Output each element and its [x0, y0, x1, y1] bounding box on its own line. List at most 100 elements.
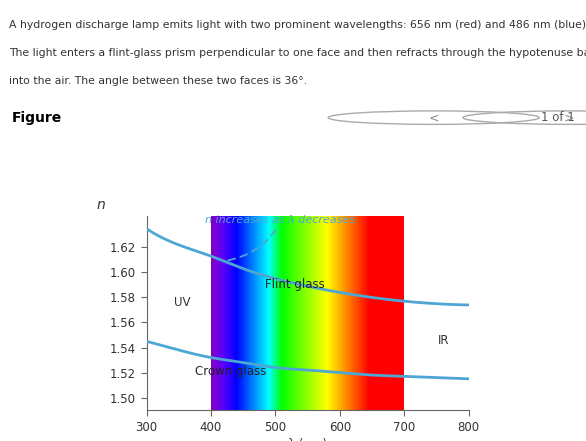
Bar [339, 216, 340, 410]
Bar [305, 216, 306, 410]
Bar [283, 216, 284, 410]
Text: into the air. The angle between these two faces is 36°.: into the air. The angle between these tw… [9, 76, 307, 86]
Bar [372, 216, 373, 410]
Bar [337, 216, 338, 410]
Text: IR: IR [438, 333, 449, 347]
Bar [392, 216, 393, 410]
Bar [299, 216, 300, 410]
Bar [216, 216, 217, 410]
Bar [297, 216, 298, 410]
Text: >: > [563, 111, 574, 124]
Bar [253, 216, 254, 410]
Bar [243, 216, 244, 410]
Bar [220, 216, 221, 410]
Bar [231, 216, 232, 410]
Bar [402, 216, 403, 410]
Bar [381, 216, 382, 410]
Bar [212, 216, 213, 410]
Bar [238, 216, 239, 410]
Bar [378, 216, 379, 410]
Bar [370, 216, 371, 410]
Bar [246, 216, 247, 410]
Bar [304, 216, 305, 410]
Bar [326, 216, 327, 410]
Bar [219, 216, 220, 410]
Bar [351, 216, 352, 410]
Bar [393, 216, 394, 410]
Bar [352, 216, 353, 410]
Bar [316, 216, 318, 410]
Bar [362, 216, 363, 410]
Bar [347, 216, 348, 410]
Bar [282, 216, 283, 410]
Bar [223, 216, 224, 410]
Bar [373, 216, 374, 410]
Bar [266, 216, 267, 410]
Bar [258, 216, 260, 410]
Bar [296, 216, 297, 410]
Bar [371, 216, 372, 410]
Bar [298, 216, 299, 410]
Bar [307, 216, 308, 410]
Bar [363, 216, 364, 410]
Bar [353, 216, 354, 410]
Bar [338, 216, 339, 410]
Bar [237, 216, 238, 410]
Text: n: n [97, 198, 105, 212]
Bar [332, 216, 333, 410]
Bar [287, 216, 288, 410]
Bar [340, 216, 341, 410]
Bar [403, 216, 404, 410]
Bar [278, 216, 279, 410]
Bar [311, 216, 312, 410]
Bar [385, 216, 386, 410]
Bar [314, 216, 315, 410]
Bar [273, 216, 274, 410]
Bar [384, 216, 385, 410]
Bar [329, 216, 331, 410]
Bar [328, 216, 329, 410]
Bar [232, 216, 233, 410]
Bar [275, 216, 276, 410]
Bar [354, 216, 355, 410]
Bar [320, 216, 321, 410]
Bar [390, 216, 391, 410]
Bar [359, 216, 360, 410]
Bar [251, 216, 252, 410]
Bar [279, 216, 280, 410]
Bar [345, 216, 346, 410]
Bar [367, 216, 368, 410]
Bar [308, 216, 309, 410]
Bar [395, 216, 396, 410]
Text: <: < [428, 111, 439, 124]
Bar [386, 216, 387, 410]
Bar [267, 216, 268, 410]
Bar [325, 216, 326, 410]
Bar [300, 216, 301, 410]
Bar [368, 216, 369, 410]
Bar [399, 216, 400, 410]
Bar [274, 216, 275, 410]
Bar [215, 216, 216, 410]
Text: UV: UV [173, 296, 190, 309]
Text: A hydrogen discharge lamp emits light with two prominent wavelengths: 656 nm (re: A hydrogen discharge lamp emits light wi… [9, 20, 586, 30]
Text: The light enters a flint-glass prism perpendicular to one face and then refracts: The light enters a flint-glass prism per… [9, 48, 586, 58]
Bar [218, 216, 219, 410]
Bar [380, 216, 381, 410]
Bar [318, 216, 319, 410]
Bar [382, 216, 383, 410]
Bar [284, 216, 285, 410]
Bar [217, 216, 218, 410]
Bar [241, 216, 242, 410]
Bar [321, 216, 322, 410]
Bar [213, 216, 214, 410]
Bar [358, 216, 359, 410]
Bar [224, 216, 225, 410]
Bar [236, 216, 237, 410]
Bar [256, 216, 257, 410]
Bar [349, 216, 350, 410]
Bar [310, 216, 311, 410]
Bar [263, 216, 264, 410]
Bar [322, 216, 323, 410]
Bar [376, 216, 377, 410]
